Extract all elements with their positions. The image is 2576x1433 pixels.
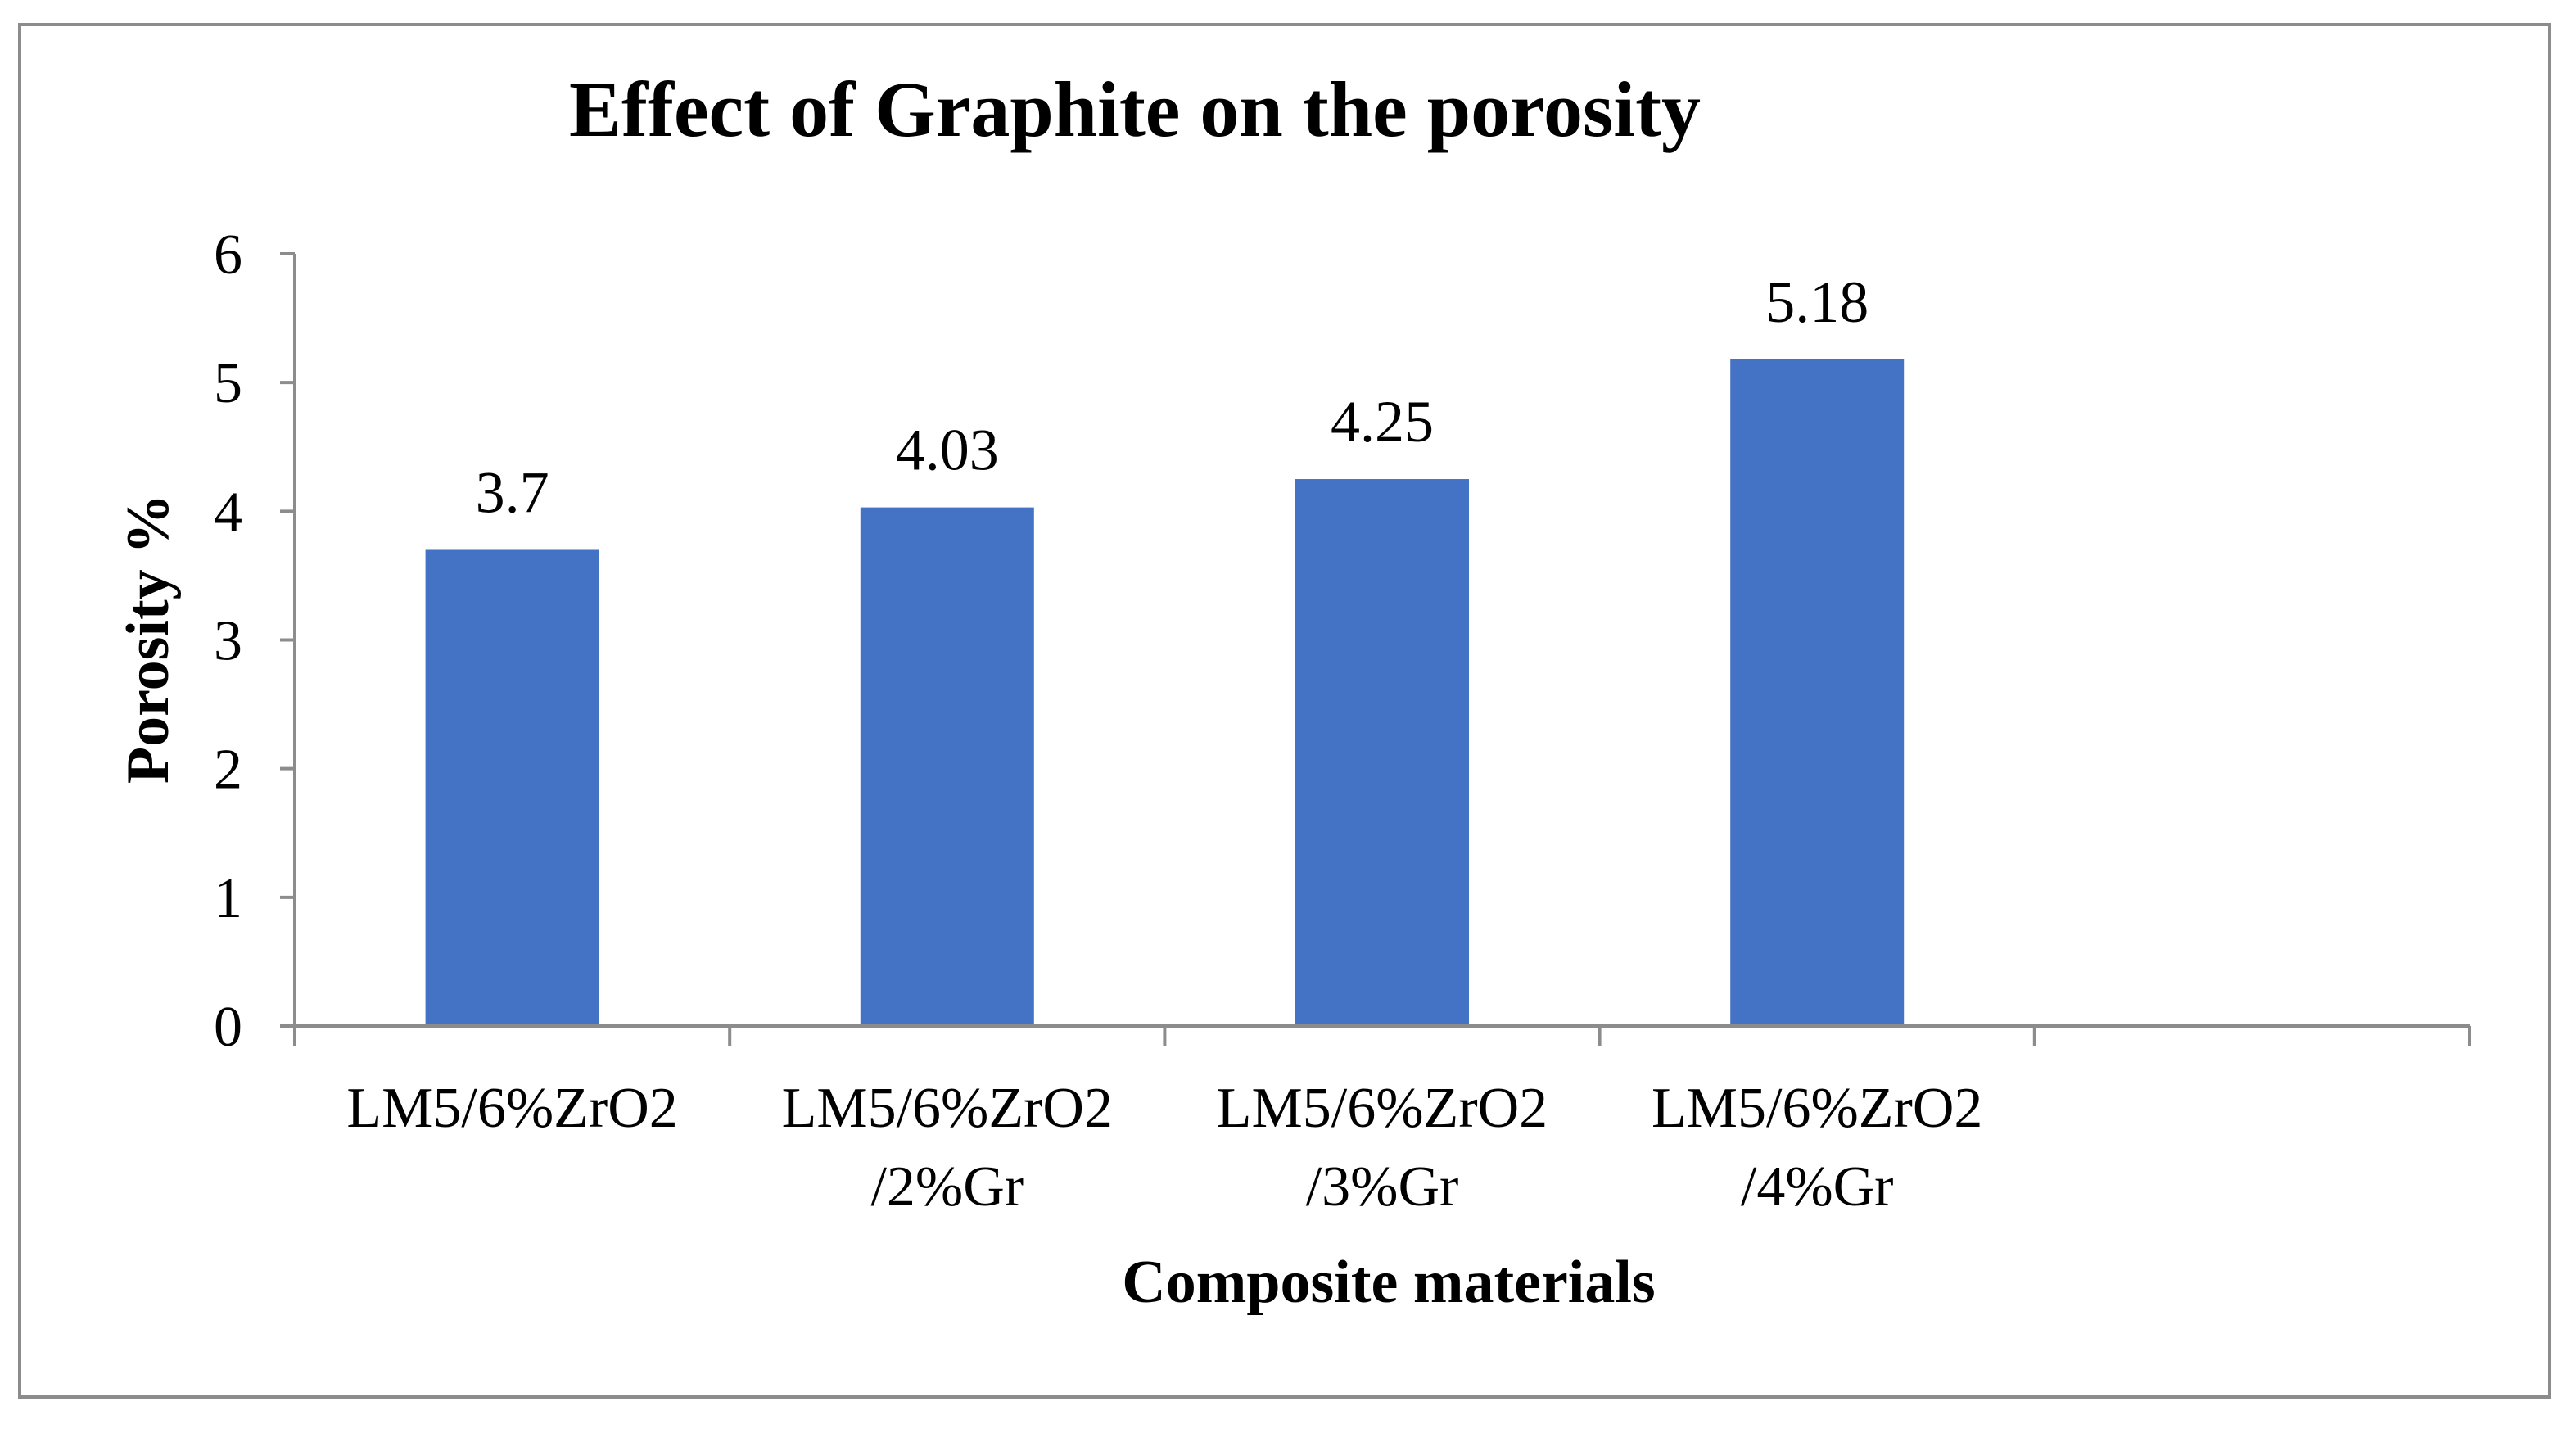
y-tick-label-2: 2 xyxy=(214,739,242,802)
y-axis-title: Porosity % xyxy=(115,494,182,784)
bar-4 xyxy=(1730,359,1905,1026)
data-labels-layer: 3.7 4.03 4.25 5.18 xyxy=(476,269,1869,526)
axes-layer xyxy=(280,252,2471,1046)
data-label-4: 5.18 xyxy=(1765,269,1869,335)
x-axis-title: Composite materials xyxy=(1122,1249,1655,1316)
category-label-2-line-2: /2%Gr xyxy=(870,1155,1024,1218)
category-label-4-line-2: /4%Gr xyxy=(1741,1155,1894,1218)
bars-layer xyxy=(425,359,1905,1026)
y-tick-label-3: 3 xyxy=(214,610,242,673)
bar-1 xyxy=(425,549,599,1026)
chart-title: Effect of Graphite on the porosity xyxy=(569,66,1701,153)
bar-2 xyxy=(860,507,1034,1026)
category-labels-layer: LM5/6%ZrO2 LM5/6%ZrO2/2%Gr LM5/6%ZrO2/3%Gr… xyxy=(346,1077,1982,1218)
category-label-3-line-1: LM5/6%ZrO2 xyxy=(1217,1077,1548,1140)
bar-3 xyxy=(1295,479,1469,1026)
category-label-3-line-2: /3%Gr xyxy=(1306,1155,1459,1218)
category-label-4-line-1: LM5/6%ZrO2 xyxy=(1652,1077,1982,1140)
data-label-1: 3.7 xyxy=(476,459,549,525)
category-label-1-line-1: LM5/6%ZrO2 xyxy=(346,1077,677,1140)
y-tick-label-0: 0 xyxy=(214,996,242,1059)
y-tick-label-6: 6 xyxy=(214,224,242,287)
y-tick-label-4: 4 xyxy=(214,481,242,544)
category-label-2-line-1: LM5/6%ZrO2 xyxy=(782,1077,1113,1140)
y-tick-label-5: 5 xyxy=(214,352,242,415)
tick-labels-layer: 0 1 2 3 4 5 6 xyxy=(214,224,242,1059)
y-tick-label-1: 1 xyxy=(214,867,242,930)
data-label-2: 4.03 xyxy=(896,418,999,483)
data-label-3: 4.25 xyxy=(1331,389,1434,454)
